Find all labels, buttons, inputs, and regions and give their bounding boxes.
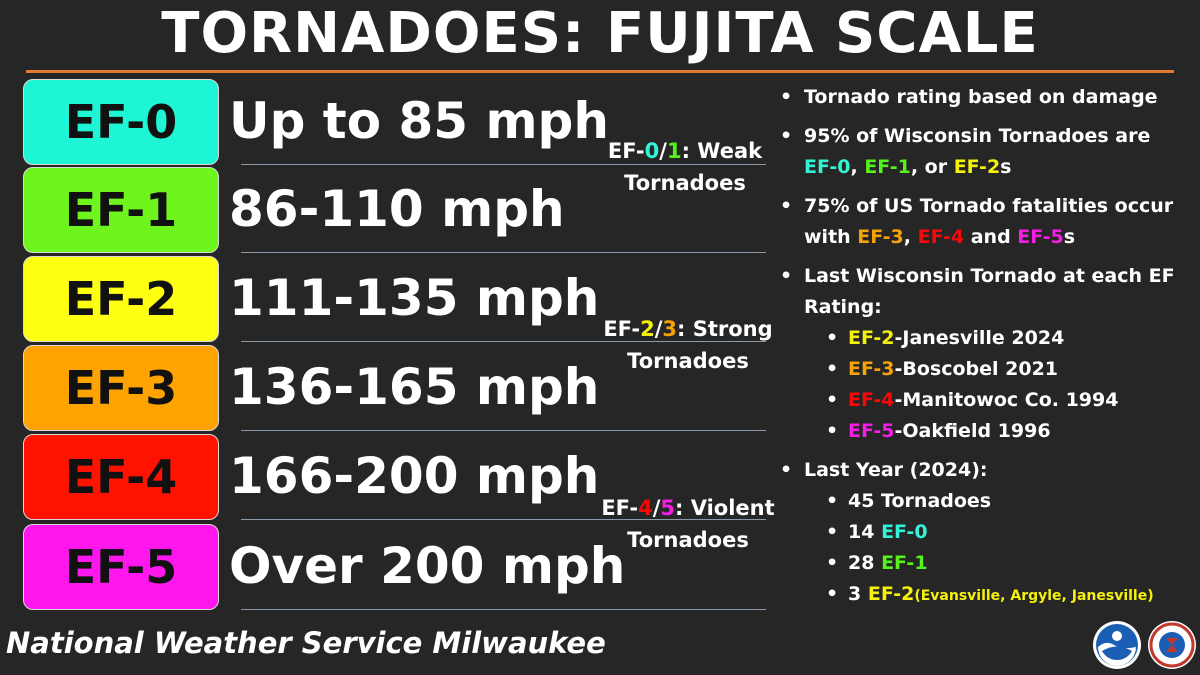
violent-category-label: EF-4/5: Violent Tornadoes [601, 496, 775, 552]
row-divider [241, 164, 766, 165]
ef4-speed: 166-200 mph [229, 447, 600, 505]
ef3-speed: 136-165 mph [229, 358, 600, 416]
fact-wisconsin-percent: 95% of Wisconsin Tornadoes are EF-0, EF-… [778, 121, 1188, 183]
row-divider [241, 252, 766, 253]
last-year-ef0: 14 EF-0 [778, 517, 1188, 548]
facts-list: Tornado rating based on damage 95% of Wi… [778, 82, 1188, 612]
last-year-total: 45 Tornadoes [778, 486, 1188, 517]
ef4-badge: EF-4 [23, 434, 219, 520]
ef5-speed: Over 200 mph [229, 537, 626, 595]
strong-category-label: EF-2/3: Strong Tornadoes [603, 317, 773, 373]
last-ef4-item: EF-4-Manitowoc Co. 1994 [778, 385, 1188, 416]
fact-last-wisconsin: Last Wisconsin Tornado at each EF Rating… [778, 261, 1188, 323]
last-year-ef2: 3 EF-2(Evansville, Argyle, Janesville) [778, 579, 1188, 612]
title-divider [26, 70, 1174, 73]
ef1-badge: EF-1 [23, 167, 219, 253]
scale-row-ef5: EF-5 Over 200 mph [23, 524, 766, 610]
page-title: TORNADOES: FUJITA SCALE [161, 1, 1039, 66]
last-year-ef1: 28 EF-1 [778, 548, 1188, 579]
footer-office-name: National Weather Service Milwaukee [6, 626, 606, 660]
weak-category-label: EF-0/1: Weak Tornadoes [607, 139, 763, 195]
ef3-badge: EF-3 [23, 345, 219, 431]
scale-row-ef0: EF-0 Up to 85 mph [23, 79, 766, 165]
last-ef2-item: EF-2-Janesville 2024 [778, 323, 1188, 354]
last-ef5-item: EF-5-Oakfield 1996 [778, 416, 1188, 447]
scale-row-ef3: EF-3 136-165 mph [23, 345, 766, 431]
scale-row-ef4: EF-4 166-200 mph [23, 434, 766, 520]
ef2-speed: 111-135 mph [229, 269, 600, 327]
ef5-badge: EF-5 [23, 524, 219, 610]
ef0-badge: EF-0 [23, 79, 219, 165]
row-divider [241, 519, 766, 520]
ef1-speed: 86-110 mph [229, 180, 565, 238]
fact-last-year: Last Year (2024): [778, 455, 1188, 486]
row-divider [241, 341, 766, 342]
row-divider [241, 430, 766, 431]
ef2-badge: EF-2 [23, 256, 219, 342]
last-ef3-item: EF-3-Boscobel 2021 [778, 354, 1188, 385]
fact-us-fatalities: 75% of US Tornado fatalities occur with … [778, 191, 1188, 253]
ef0-speed: Up to 85 mph [229, 92, 609, 150]
noaa-logo-icon [1092, 620, 1142, 670]
scale-row-ef2: EF-2 111-135 mph [23, 256, 766, 342]
fact-rating: Tornado rating based on damage [778, 82, 1188, 113]
row-divider [241, 609, 766, 610]
nws-logo-icon [1147, 620, 1197, 670]
scale-row-ef1: EF-1 86-110 mph [23, 167, 766, 253]
